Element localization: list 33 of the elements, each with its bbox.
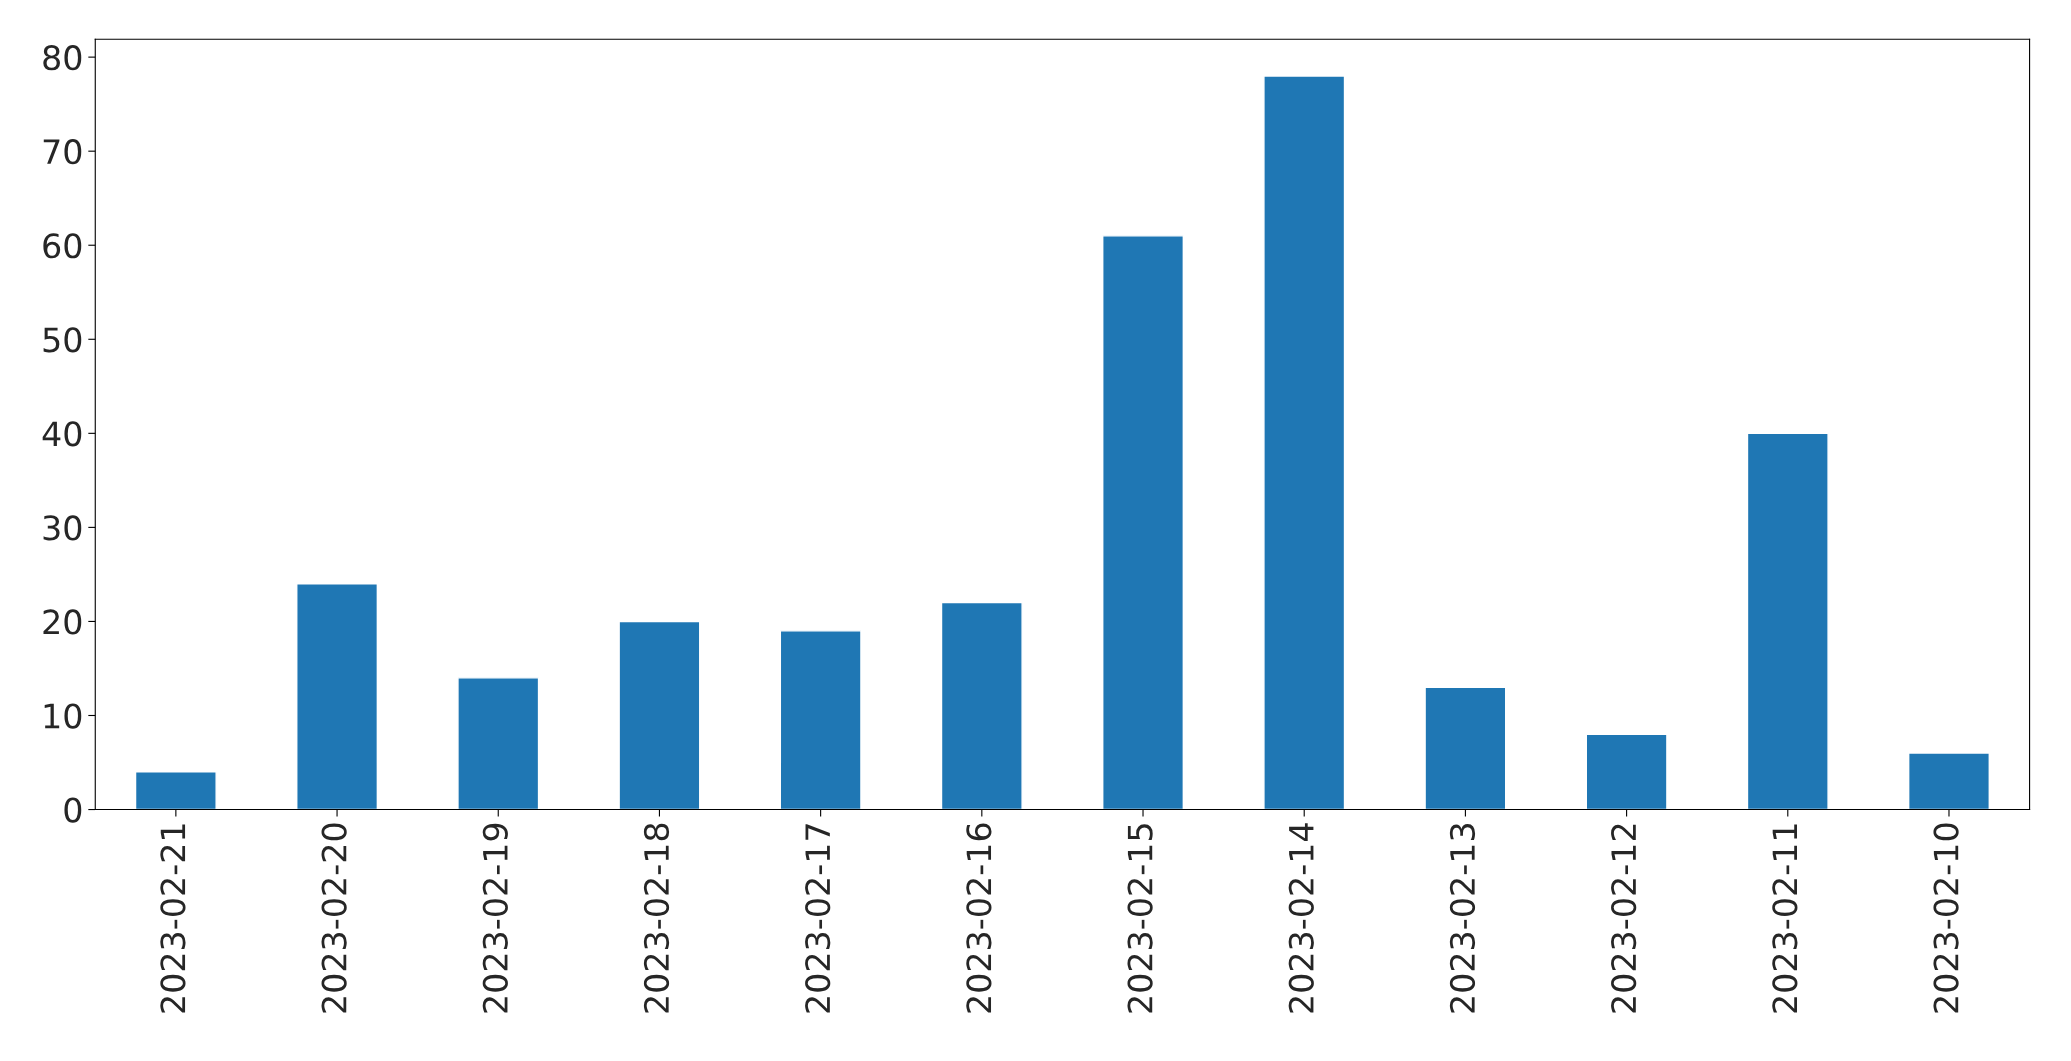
x-tick-label: 2023-02-15 [1127, 824, 1153, 1013]
x-tick-label: 2023-02-13 [1449, 824, 1476, 1013]
bar [457, 677, 540, 810]
bar [1585, 733, 1668, 810]
bar [779, 630, 862, 810]
x-tick-label: 2023-02-17 [805, 824, 831, 1013]
y-tick-label: 20 [43, 609, 82, 635]
bar [1102, 235, 1185, 810]
y-tick-label: 10 [44, 703, 82, 729]
y-tick-label: 40 [42, 421, 82, 447]
x-tick-label: 2023-02-19 [482, 823, 508, 1013]
x-tick-label: 2023-02-12 [1611, 824, 1637, 1013]
y-tick-label: 70 [43, 139, 82, 165]
x-tick-label: 2023-02-10 [1933, 823, 1959, 1013]
bar [1263, 75, 1346, 810]
x-tick-label: 2023-02-16 [966, 823, 992, 1013]
bar [1424, 686, 1507, 810]
x-tick-label: 2023-02-18 [643, 823, 670, 1013]
bar [618, 620, 701, 810]
y-tick-label: 50 [43, 327, 82, 353]
y-tick-label: 30 [43, 515, 82, 541]
y-tick-label: 80 [43, 45, 82, 71]
bar [1746, 432, 1829, 810]
bar [940, 601, 1023, 810]
x-tick-label: 2023-02-20 [321, 823, 347, 1013]
x-tick-label: 2023-02-14 [1288, 823, 1314, 1013]
y-tick-label: 60 [43, 233, 82, 259]
x-tick-label: 2023-02-21 [160, 824, 186, 1013]
bar [296, 583, 379, 810]
x-tick-label: 2023-02-11 [1772, 824, 1798, 1013]
bar [134, 771, 217, 810]
y-tick-label: 0 [64, 797, 82, 823]
bar [1907, 752, 1990, 810]
